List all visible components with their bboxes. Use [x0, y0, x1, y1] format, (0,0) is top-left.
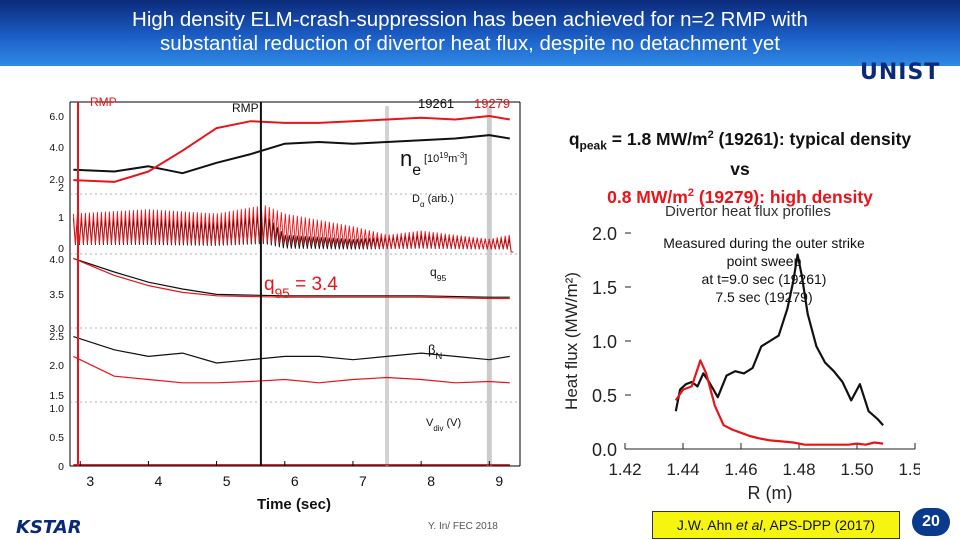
- hf-ytick-4: 0.0: [592, 440, 617, 460]
- note-line-2: point sweep: [726, 253, 802, 269]
- title-line-1: High density ELM-crash-suppression has b…: [132, 8, 808, 31]
- qpeak-value-high: 0.8 MW/m: [607, 187, 688, 208]
- ytick-ne-0: 6.0: [49, 111, 64, 123]
- ytick-vdiv-0: 1.0: [49, 403, 64, 415]
- trace-ne-19279: [73, 115, 510, 183]
- xtick-1: 4: [155, 473, 163, 489]
- kstar-logo: KSTAR: [16, 517, 82, 538]
- page-number: 20: [912, 508, 950, 536]
- footer-author: Y. In/ FEC 2018: [428, 521, 498, 532]
- ytick-ne-1: 4.0: [49, 142, 64, 154]
- qpeak-line-high: 0.8 MW/m2 (19279): high density: [530, 181, 950, 209]
- ytick-q95-2: 3.0: [49, 323, 64, 335]
- trace-q95-19279: [73, 257, 510, 300]
- grey-marker-19261: [486, 106, 492, 466]
- citation-box: J.W. Ahn et al, APS-DPP (2017): [652, 511, 900, 539]
- ytick-q95-0: 4.0: [49, 254, 64, 266]
- hf-x-axis-label: R (m): [748, 483, 793, 503]
- da-label: Dα (arb.): [412, 193, 454, 209]
- note-line-4: 7.5 sec (19279): [715, 289, 813, 305]
- legend-19261: 19261: [418, 96, 454, 111]
- ytick-da-2: 0: [58, 243, 64, 255]
- xtick-4: 7: [359, 473, 367, 489]
- hf-ytick-0: 2.0: [592, 224, 617, 244]
- qpeak-q: q: [568, 128, 580, 149]
- slide-title: High density ELM-crash-suppression has b…: [20, 8, 920, 56]
- rmp-label-black: RMP: [232, 101, 259, 115]
- grey-marker-19279: [385, 106, 390, 466]
- vdiv-label: Vdiv (V): [426, 417, 461, 433]
- ytick-da-1: 1: [58, 212, 64, 224]
- hf-ytick-1: 1.5: [592, 278, 617, 298]
- hf-profile-19279: [674, 359, 884, 446]
- ytick-vdiv-2: 0: [58, 461, 64, 473]
- ytick-betan-2: 1.5: [49, 390, 64, 402]
- heat-flux-chart-title: Divertor heat flux profiles: [665, 203, 831, 220]
- citation-etal: et al: [736, 517, 763, 533]
- hf-xtick-5: 1.52: [898, 460, 920, 479]
- hf-y-axis-label: Heat flux (MW/m²): [562, 272, 581, 410]
- citation-venue: , APS-DPP (2017): [762, 517, 876, 533]
- ytick-betan-0: 2.5: [49, 331, 64, 343]
- hf-xtick-0: 1.42: [608, 460, 641, 479]
- citation-author: J.W. Ahn: [676, 517, 737, 533]
- title-line-2: substantial reduction of divertor heat f…: [160, 32, 780, 55]
- q95-label: q95: [430, 265, 446, 283]
- ne-label: ne: [400, 146, 421, 179]
- ytick-ne-2: 2.0: [49, 174, 64, 186]
- x-axis-label: Time (sec): [257, 496, 331, 513]
- hf-xtick-4: 1.50: [840, 460, 873, 479]
- time-trace-chart: 6.04.02.02104.03.53.02.52.01.51.00.50RMP…: [49, 95, 521, 513]
- rmp-label-red: RMP: [90, 95, 117, 109]
- ytick-q95-1: 3.5: [49, 289, 64, 301]
- xtick-3: 6: [291, 473, 299, 489]
- qpeak-value-typical: = 1.8 MW/m: [606, 128, 708, 149]
- qpeak-sub: peak: [579, 138, 607, 153]
- hf-profile-19261: [674, 253, 884, 426]
- qpeak-vs: vs: [730, 159, 750, 180]
- xtick-2: 5: [223, 473, 231, 489]
- xtick-5: 8: [427, 473, 435, 489]
- heat-flux-note: Measured during the outer strike point s…: [634, 234, 894, 306]
- xtick-0: 3: [86, 473, 94, 489]
- qpeak-tail-typical: (19261): typical density: [713, 128, 912, 149]
- hf-xtick-3: 1.48: [782, 460, 815, 479]
- qpeak-line-typical: qpeak = 1.8 MW/m2 (19261): typical densi…: [530, 123, 950, 157]
- qpeak-sup-1: 2: [707, 129, 714, 141]
- hf-ytick-3: 0.5: [592, 386, 617, 406]
- ytick-vdiv-1: 0.5: [49, 432, 64, 444]
- trace-q95-19261: [73, 257, 510, 298]
- legend-19279: 19279: [474, 96, 510, 111]
- hf-ytick-2: 1.0: [592, 332, 617, 352]
- ytick-da-0: 2: [58, 182, 64, 194]
- trace-da-19279: [72, 205, 514, 253]
- xtick-6: 9: [495, 473, 503, 489]
- note-line-3: at t=9.0 sec (19261): [701, 271, 827, 287]
- hf-xtick-1: 1.44: [666, 460, 699, 479]
- heat-flux-chart: 2.0 1.5 1.0 0.5 0.01.42 1.44 1.46 1.48 1.50 1.52 R…: [562, 224, 920, 503]
- qpeak-tail-high: (19279): high density: [693, 187, 873, 208]
- qpeak-sup-2: 2: [687, 187, 694, 200]
- qpeak-summary: qpeak = 1.8 MW/m2 (19261): typical densi…: [530, 123, 950, 209]
- ytick-betan-1: 2.0: [49, 360, 64, 372]
- note-line-1: Measured during the outer strike: [663, 235, 865, 251]
- ne-units: [1019m-3]: [424, 151, 467, 166]
- title-banner: High density ELM-crash-suppression has b…: [0, 0, 960, 66]
- q95-value-annotation: q95 = 3.4: [264, 274, 338, 301]
- trace-betan-19279: [73, 355, 510, 384]
- betan-label: βN: [428, 342, 442, 361]
- unist-logo: UNIST: [860, 60, 941, 85]
- hf-xtick-2: 1.46: [724, 460, 757, 479]
- trace-betan-19261: [73, 336, 510, 364]
